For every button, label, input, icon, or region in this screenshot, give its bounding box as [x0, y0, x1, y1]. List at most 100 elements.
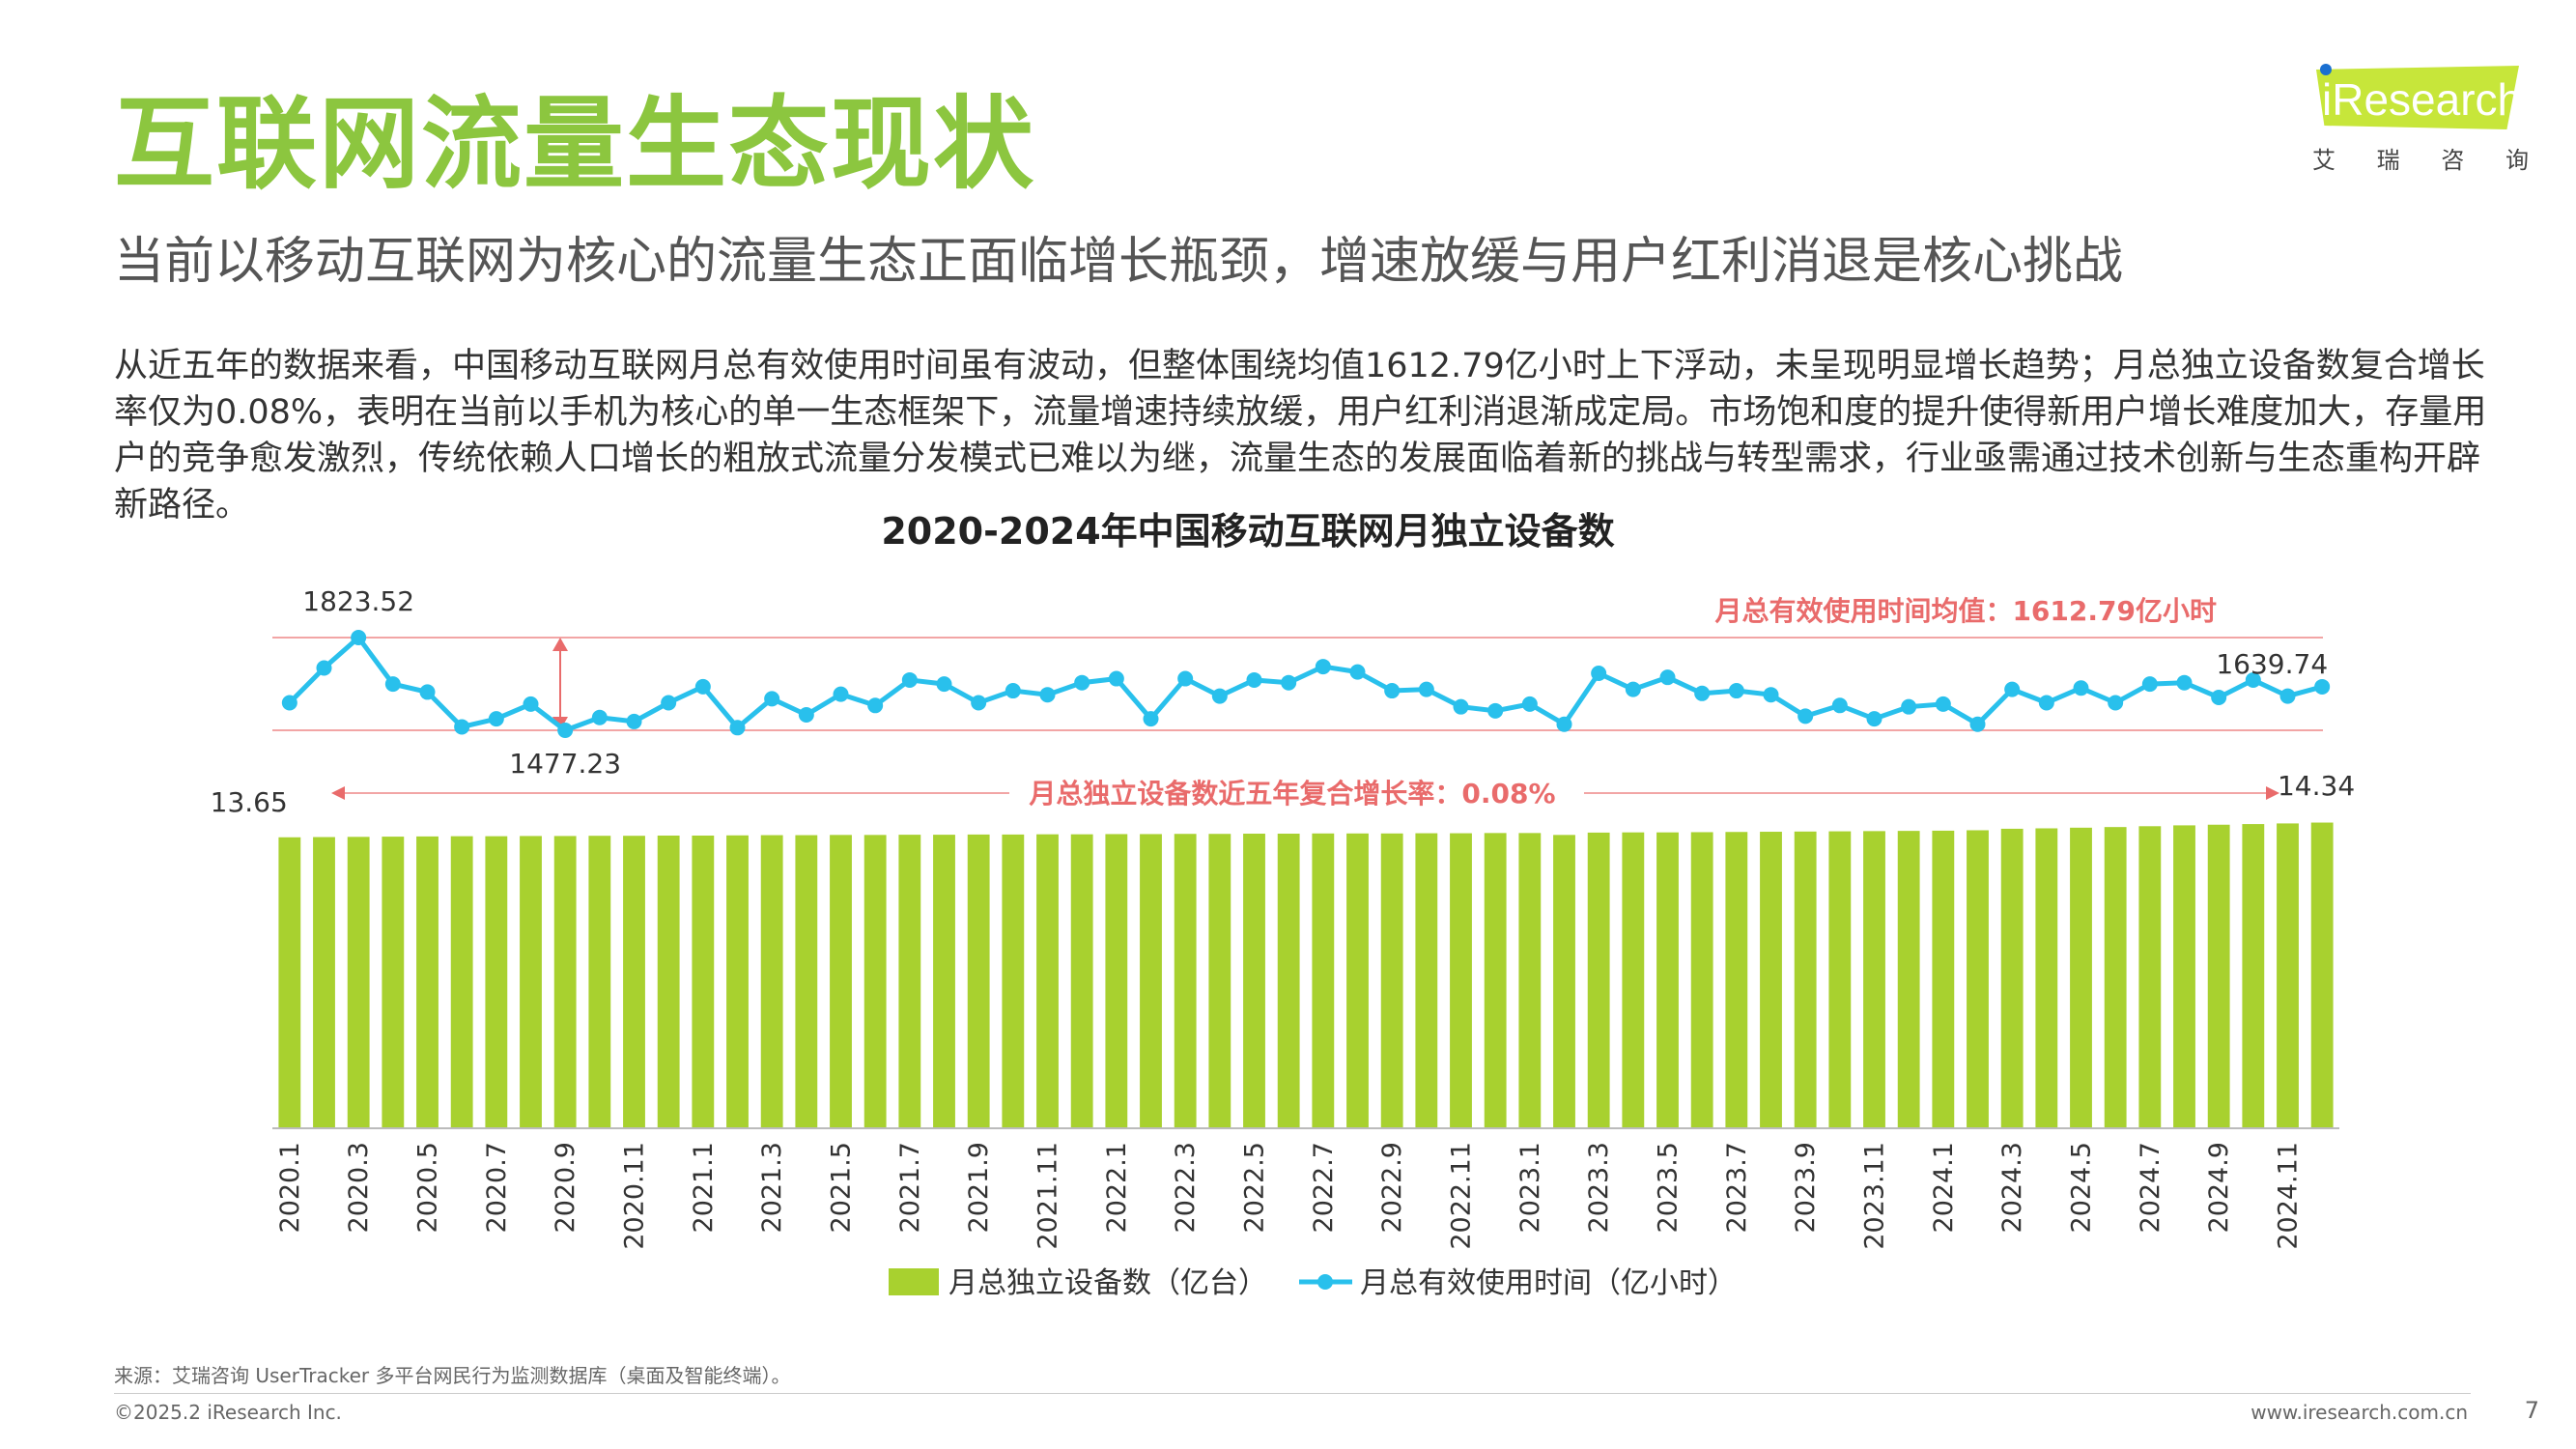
line-last-label: 1639.74	[2216, 648, 2328, 680]
data-labels: 月总独立设备数近五年复合增长率：0.08% 1823.52 1477.23 1639.…	[211, 585, 2356, 818]
line-series	[281, 630, 2331, 738]
line-point	[1315, 659, 1331, 675]
bar	[1967, 830, 1989, 1128]
arrow-left-icon	[331, 786, 345, 800]
x-tick-label: 2024.11	[2274, 1142, 2304, 1250]
bar	[1346, 833, 1369, 1128]
bar	[1208, 834, 1231, 1128]
line-point	[1659, 669, 1676, 686]
legend-bar-swatch	[889, 1268, 939, 1295]
mean-annotation: 月总有效使用时间均值：1612.79亿小时	[1713, 595, 2217, 627]
bar	[1553, 835, 1575, 1128]
line-point	[557, 723, 574, 738]
bar	[1243, 834, 1265, 1128]
logo-cn-char: 艾	[2312, 147, 2335, 174]
bar	[416, 836, 439, 1128]
page-subtitle: 当前以移动互联网为核心的流量生态正面临增长瓶颈，增速放缓与用户红利消退是核心挑战	[114, 233, 2124, 291]
line-point	[488, 711, 504, 727]
line-point	[1177, 670, 1194, 687]
x-tick-label: 2023.1	[1515, 1142, 1545, 1233]
bar	[347, 837, 370, 1128]
bar	[1690, 832, 1713, 1128]
line-point	[419, 684, 436, 700]
bar	[450, 836, 473, 1128]
bar	[1070, 834, 1093, 1128]
line-point	[2038, 695, 2054, 711]
x-tick-label: 2020.5	[413, 1142, 443, 1233]
line-point	[2211, 689, 2227, 705]
line-annotation-group: 月总有效使用时间均值：1612.79亿小时	[272, 595, 2323, 731]
line-point	[1349, 664, 1366, 680]
page-title: 互联网流量生态现状	[114, 85, 1036, 203]
legend-line-label: 月总有效使用时间（亿小时）	[1360, 1266, 1737, 1300]
bar	[278, 837, 301, 1128]
line-point	[1556, 716, 1572, 732]
x-tick-label: 2022.9	[1377, 1142, 1407, 1233]
bar	[1622, 832, 1645, 1128]
x-tick-label: 2023.11	[1860, 1142, 1890, 1250]
line-point	[1246, 671, 1262, 688]
logo-dot-icon	[2320, 64, 2332, 75]
bar	[795, 835, 818, 1128]
line-point	[626, 713, 642, 729]
line-point	[1969, 716, 1986, 732]
line-point	[661, 695, 677, 711]
line-point	[1866, 711, 1882, 727]
x-tick-label: 2024.9	[2204, 1142, 2234, 1233]
bar	[1587, 832, 1610, 1128]
line-point	[2141, 676, 2158, 693]
line-point	[2176, 674, 2193, 691]
logo-cn-char: 瑞	[2376, 147, 2400, 174]
bar	[933, 835, 955, 1128]
page-number: 7	[2524, 1397, 2539, 1424]
line-point	[316, 660, 332, 676]
logo-text: iResearch	[2322, 74, 2523, 125]
x-tick-label: 2022.5	[1240, 1142, 1270, 1233]
logo-cn-char: 询	[2505, 147, 2529, 174]
x-tick-label: 2023.5	[1654, 1142, 1684, 1233]
body-paragraph: 从近五年的数据来看，中国移动互联网月总有效使用时间虽有波动，但整体围绕均值161…	[114, 347, 2487, 525]
x-axis: 2020.1 2020.3 2020.5 2020.7 2020.9 2020.11 202…	[272, 1127, 2339, 1250]
line-point	[351, 630, 367, 645]
bar	[313, 837, 335, 1128]
line-point	[867, 697, 884, 714]
website-link[interactable]: www.iresearch.com.cn	[2250, 1401, 2468, 1424]
bar	[2207, 824, 2230, 1128]
legend-bar-label: 月总独立设备数（亿台）	[948, 1266, 1267, 1300]
bar	[2138, 826, 2162, 1128]
logo-badge	[2316, 66, 2519, 129]
legend-line-marker	[1317, 1274, 1333, 1290]
bar	[588, 836, 611, 1128]
x-tick-label: 2021.1	[689, 1142, 719, 1233]
logo-cn: 艾 瑞 咨 询	[2312, 141, 2529, 175]
bar	[1932, 830, 1955, 1128]
bar	[2242, 824, 2265, 1128]
bar	[485, 836, 508, 1128]
arrow-up-icon	[552, 638, 568, 651]
x-tick-label: 2020.9	[551, 1142, 580, 1233]
bar	[553, 836, 577, 1128]
bar	[1897, 831, 1920, 1128]
bar	[1725, 832, 1748, 1128]
bar	[1105, 834, 1128, 1128]
bar	[1140, 834, 1162, 1128]
bar	[1760, 832, 1782, 1128]
footer-divider	[114, 1393, 2471, 1394]
line-point	[729, 720, 746, 736]
line-point	[764, 691, 780, 707]
bar	[760, 835, 783, 1128]
bar	[2035, 828, 2058, 1128]
line-point	[1074, 674, 1090, 691]
line-point	[936, 676, 952, 693]
line-point	[1798, 708, 1814, 724]
chart-title: 2020-2024年中国移动互联网月独立设备数	[881, 510, 1614, 553]
line-point	[2108, 695, 2124, 711]
bar	[726, 835, 749, 1128]
bar	[1794, 831, 1817, 1128]
bar	[1484, 833, 1507, 1128]
x-tick-label: 2020.3	[344, 1142, 374, 1233]
line-point	[591, 709, 608, 725]
x-tick-label: 2021.5	[827, 1142, 857, 1233]
bar	[692, 835, 715, 1128]
bar	[1174, 834, 1197, 1128]
